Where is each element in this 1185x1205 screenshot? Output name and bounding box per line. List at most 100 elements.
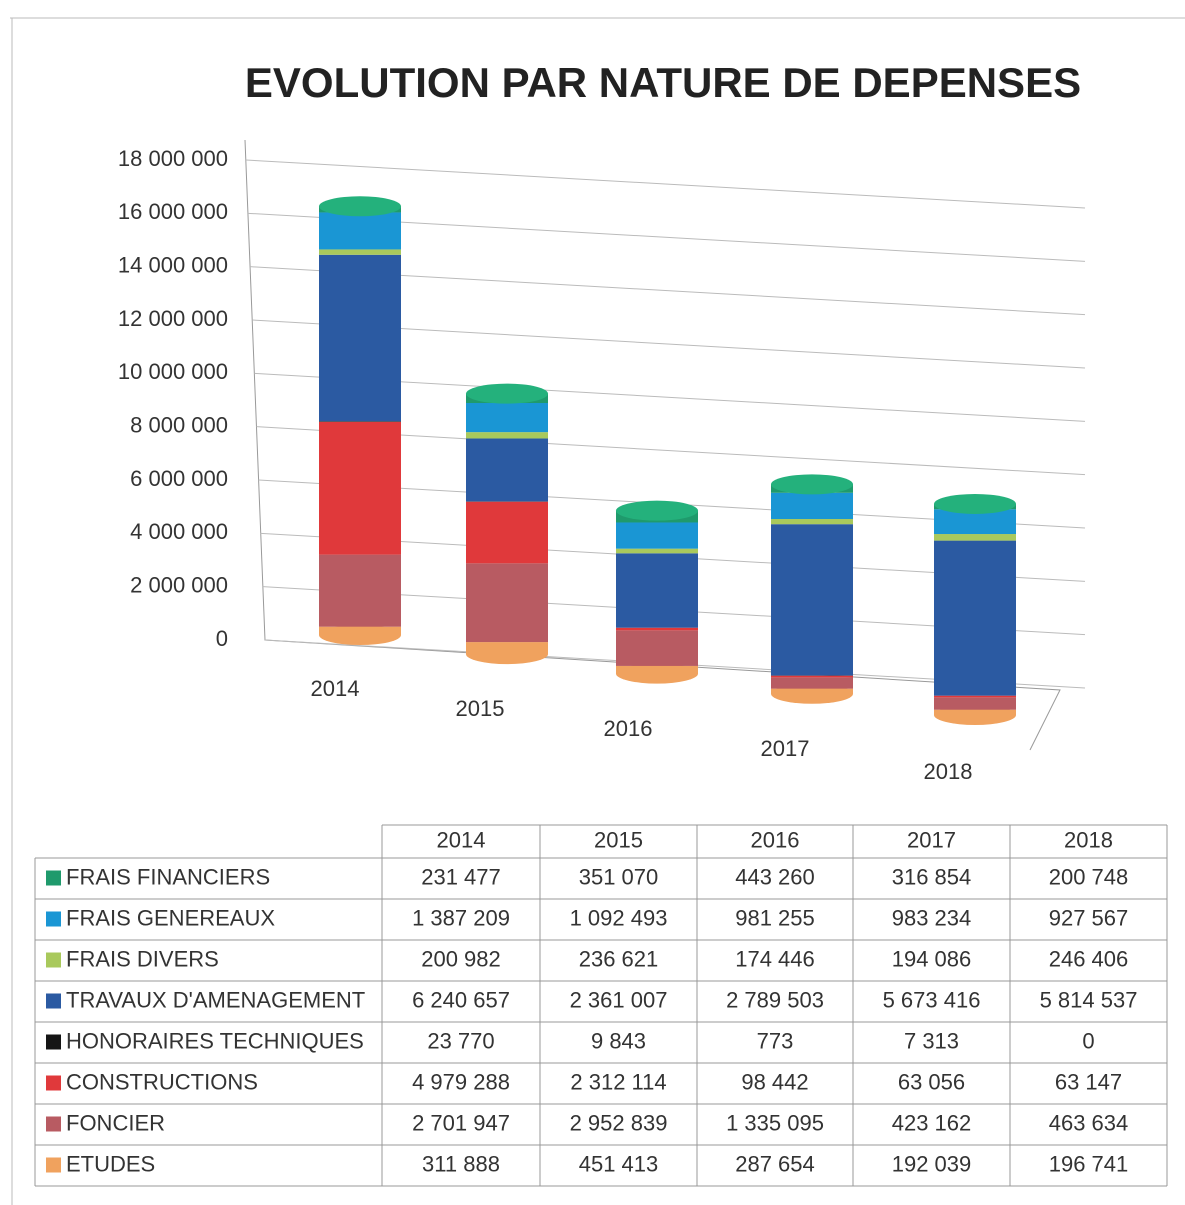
table-cell: 194 086 [892, 946, 972, 971]
table-header: 2015 [594, 827, 643, 852]
bar-segment [319, 554, 401, 627]
table-cell: 773 [757, 1028, 794, 1053]
y-tick-label: 12 000 000 [118, 306, 228, 331]
table-cell: 0 [1082, 1028, 1094, 1053]
table-cell: 200 748 [1049, 864, 1129, 889]
bar-segment [466, 403, 548, 433]
x-tick-label: 2017 [761, 736, 810, 761]
legend-label: FRAIS GENEREAUX [66, 905, 275, 930]
bar-segment [616, 553, 698, 628]
y-tick-label: 0 [216, 626, 228, 651]
x-tick-label: 2015 [456, 696, 505, 721]
bar-top [616, 500, 698, 521]
table-cell: 5 673 416 [883, 987, 981, 1012]
bar-segment [771, 492, 853, 520]
table-cell: 316 854 [892, 864, 972, 889]
table-cell: 246 406 [1049, 946, 1129, 971]
table-cell: 236 621 [579, 946, 659, 971]
bar-segment [771, 677, 853, 689]
table-cell: 5 814 537 [1040, 987, 1138, 1012]
legend-swatch [46, 911, 61, 927]
y-tick-label: 14 000 000 [118, 252, 228, 277]
table-cell: 192 039 [892, 1151, 972, 1176]
table-cell: 423 162 [892, 1110, 972, 1135]
bar-segment [466, 563, 548, 643]
y-tick-label: 8 000 000 [130, 412, 228, 437]
legend-label: FONCIER [66, 1110, 165, 1135]
table-cell: 451 413 [579, 1151, 659, 1176]
table-cell: 287 654 [735, 1151, 815, 1176]
y-tick-label: 2 000 000 [130, 572, 228, 597]
legend-swatch [46, 952, 61, 968]
table-cell: 6 240 657 [412, 987, 510, 1012]
chart-title: EVOLUTION PAR NATURE DE DEPENSES [245, 59, 1081, 106]
legend-label: ETUDES [66, 1151, 155, 1176]
bar-segment [616, 627, 698, 631]
table-cell: 983 234 [892, 905, 972, 930]
bar-segment [319, 254, 401, 422]
legend-label: HONORAIRES TECHNIQUES [66, 1028, 364, 1053]
y-tick-label: 16 000 000 [118, 199, 228, 224]
bar-top [319, 196, 401, 217]
table-cell: 463 634 [1049, 1110, 1129, 1135]
table-cell: 981 255 [735, 905, 815, 930]
table-cell: 2 701 947 [412, 1110, 510, 1135]
legend-swatch [46, 993, 61, 1009]
table-cell: 23 770 [427, 1028, 494, 1053]
table-header: 2018 [1064, 827, 1113, 852]
bar-bottom [466, 644, 548, 665]
legend-swatch [46, 1034, 61, 1050]
bar-segment [319, 249, 401, 255]
bar-segment [934, 697, 1016, 710]
bar-top [771, 474, 853, 495]
y-tick-label: 4 000 000 [130, 519, 228, 544]
legend-swatch [46, 870, 61, 886]
table-cell: 2 361 007 [570, 987, 668, 1012]
bar-bottom [771, 683, 853, 704]
table-cell: 63 056 [898, 1069, 965, 1094]
legend-label: FRAIS FINANCIERS [66, 864, 270, 889]
table-cell: 443 260 [735, 864, 815, 889]
bar-segment [934, 540, 1016, 696]
legend-swatch [46, 1157, 61, 1173]
bar-segment [319, 421, 401, 555]
table-cell: 231 477 [421, 864, 501, 889]
bar-segment [934, 534, 1016, 541]
bar-bottom [934, 704, 1016, 725]
table-cell: 98 442 [741, 1069, 808, 1094]
table-cell: 2 789 503 [726, 987, 824, 1012]
legend-swatch [46, 1075, 61, 1091]
legend-label: TRAVAUX D'AMENAGEMENT [66, 987, 365, 1012]
table-cell: 1 335 095 [726, 1110, 824, 1135]
x-tick-label: 2014 [311, 676, 360, 701]
bar-segment [466, 501, 548, 564]
bar-segment [934, 695, 1016, 698]
y-tick-label: 6 000 000 [130, 466, 228, 491]
table-cell: 2 312 114 [570, 1069, 666, 1094]
bar-bottom [319, 625, 401, 645]
bar-segment [771, 524, 853, 676]
bar-segment [319, 212, 401, 250]
x-tick-label: 2018 [924, 759, 973, 784]
legend-swatch [46, 1116, 61, 1132]
table-cell: 200 982 [421, 946, 501, 971]
bar-segment [616, 630, 698, 666]
legend-label: FRAIS DIVERS [66, 946, 219, 971]
bar-segment [319, 421, 401, 422]
table-cell: 311 888 [422, 1151, 500, 1176]
table-cell: 196 741 [1049, 1151, 1129, 1176]
grid-line [245, 159, 1086, 209]
bar-bottom [616, 663, 698, 684]
legend-label: CONSTRUCTIONS [66, 1069, 258, 1094]
table-cell: 351 070 [579, 864, 659, 889]
y-tick-label: 18 000 000 [118, 146, 228, 171]
bar-top [466, 383, 548, 404]
table-cell: 1 387 209 [412, 905, 510, 930]
bar-segment [466, 432, 548, 439]
bar-top [934, 493, 1016, 514]
table-header: 2016 [751, 827, 800, 852]
table-cell: 927 567 [1049, 905, 1129, 930]
table-cell: 174 446 [735, 946, 815, 971]
